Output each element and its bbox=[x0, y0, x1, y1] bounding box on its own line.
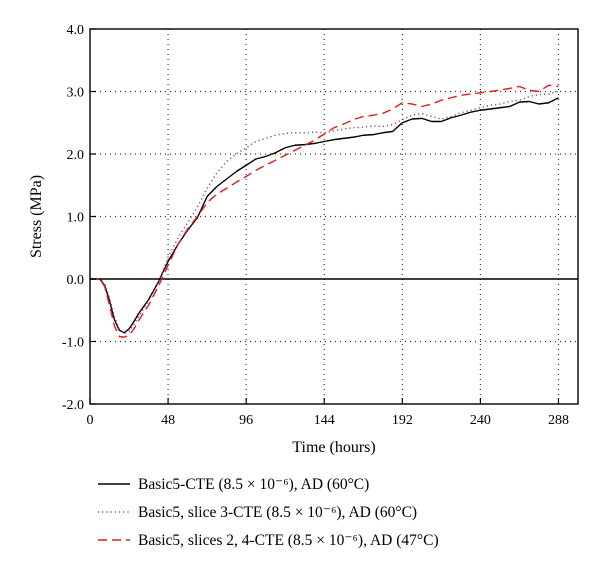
plot-frame bbox=[89, 28, 579, 405]
x-axis-title: Time (hours) bbox=[292, 439, 375, 456]
x-tick-label: 288 bbox=[548, 413, 569, 428]
y-tick-label: 2.0 bbox=[67, 148, 85, 163]
x-tick-label: 240 bbox=[470, 413, 491, 428]
y-tick-label: 0.0 bbox=[67, 273, 85, 288]
x-tick-label: 48 bbox=[161, 413, 175, 428]
series-line-1 bbox=[90, 97, 559, 334]
x-tick-label: 192 bbox=[392, 413, 413, 428]
y-tick-label: 3.0 bbox=[67, 86, 85, 101]
series-line-3 bbox=[90, 84, 559, 338]
axis-ticks: 0 48 96 144 192 240 288 -2.0 -1.0 0.0 1.0 2.0 3.0 4.0 bbox=[62, 23, 569, 428]
series-line-2 bbox=[90, 90, 559, 335]
legend: Basic5-CTE (8.5 × 10⁻⁶), AD (60°C) Basic5… bbox=[98, 476, 439, 549]
x-tick-label: 144 bbox=[314, 413, 335, 428]
grid-lines bbox=[90, 29, 578, 404]
x-tick-label: 96 bbox=[239, 413, 253, 428]
legend-label-3: Basic5, slices 2, 4-CTE (8.5 × 10⁻⁶), AD… bbox=[138, 532, 439, 549]
series-lines bbox=[90, 84, 559, 338]
y-tick-label: -1.0 bbox=[62, 336, 84, 351]
legend-label-1: Basic5-CTE (8.5 × 10⁻⁶), AD (60°C) bbox=[138, 476, 369, 493]
legend-label-2: Basic5, slice 3-CTE (8.5 × 10⁻⁶), AD (60… bbox=[138, 504, 417, 521]
y-tick-label: 1.0 bbox=[67, 211, 85, 226]
y-tick-label: -2.0 bbox=[62, 398, 84, 413]
y-axis-title: Stress (MPa) bbox=[28, 175, 45, 258]
x-tick-label: 0 bbox=[87, 413, 94, 428]
y-tick-label: 4.0 bbox=[67, 23, 85, 38]
